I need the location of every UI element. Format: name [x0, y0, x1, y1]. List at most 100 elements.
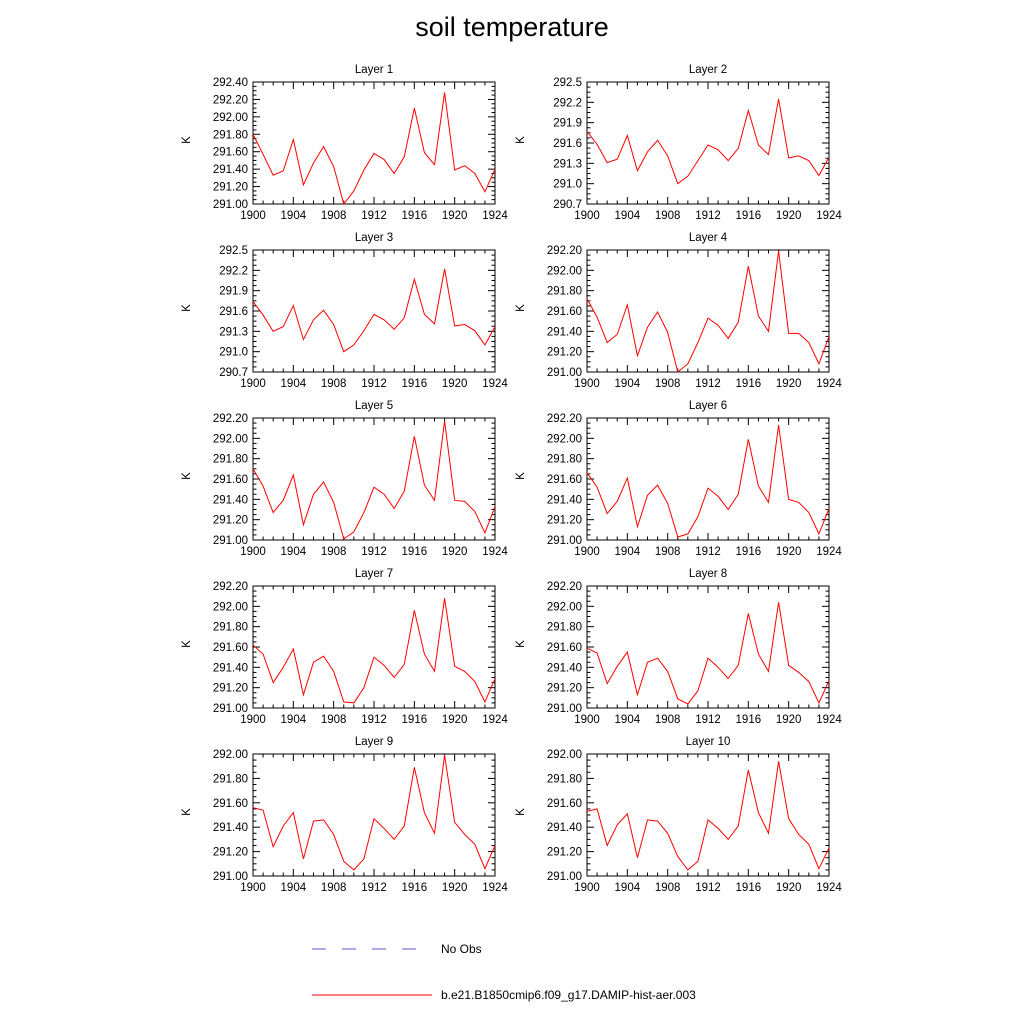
- y-tick-label: 291.20: [547, 515, 582, 527]
- plot-frame: [586, 417, 830, 541]
- panel-title: Layer 1: [355, 64, 393, 76]
- y-tick-label: 291.40: [213, 662, 248, 674]
- x-tick-label: 1920: [776, 210, 802, 222]
- x-tick-label: 1904: [615, 714, 641, 726]
- y-tick-label: 292.20: [213, 94, 248, 106]
- y-tick-label: 291.20: [547, 347, 582, 359]
- x-tick-label: 1916: [736, 546, 762, 558]
- y-tick-label: 291.80: [547, 454, 582, 466]
- x-tick-label: 1920: [442, 378, 468, 390]
- y-tick-label: 291.60: [213, 147, 248, 159]
- y-tick-label: 290.7: [553, 199, 582, 211]
- x-tick-label: 1908: [655, 546, 681, 558]
- y-tick-label: 292.00: [213, 112, 248, 124]
- figure-title: soil temperature: [415, 12, 609, 42]
- y-tick-label: 292.2: [219, 265, 248, 277]
- plot-frame: [252, 249, 496, 373]
- y-tick-label: 291.3: [553, 158, 582, 170]
- panel-title: Layer 7: [355, 568, 393, 580]
- panel-title: Layer 3: [355, 232, 393, 244]
- y-axis-label: K: [515, 640, 527, 648]
- x-tick-label: 1916: [736, 378, 762, 390]
- x-tick-label: 1916: [736, 210, 762, 222]
- y-tick-label: 291.20: [213, 683, 248, 695]
- x-tick-label: 1924: [816, 546, 842, 558]
- y-tick-label: 292.5: [553, 77, 582, 89]
- y-tick-label: 291.80: [213, 454, 248, 466]
- x-tick-label: 1900: [240, 714, 266, 726]
- y-tick-label: 292.20: [547, 413, 582, 425]
- y-tick-label: 291.80: [547, 773, 582, 785]
- x-tick-label: 1908: [655, 882, 681, 894]
- x-tick-label: 1924: [816, 714, 842, 726]
- y-tick-label: 291.00: [213, 871, 248, 883]
- x-tick-label: 1908: [321, 378, 347, 390]
- x-tick-label: 1912: [695, 714, 721, 726]
- x-tick-label: 1900: [574, 546, 600, 558]
- plot-frame: [586, 81, 830, 205]
- x-tick-label: 1908: [321, 882, 347, 894]
- y-tick-label: 292.20: [213, 413, 248, 425]
- plot-frame: [252, 753, 496, 877]
- y-tick-label: 292.00: [547, 433, 582, 445]
- x-tick-label: 1920: [776, 714, 802, 726]
- y-tick-label: 291.60: [547, 474, 582, 486]
- x-tick-label: 1912: [695, 378, 721, 390]
- x-tick-label: 1908: [655, 210, 681, 222]
- x-tick-label: 1908: [655, 714, 681, 726]
- x-tick-label: 1900: [574, 378, 600, 390]
- x-tick-label: 1920: [442, 714, 468, 726]
- y-tick-label: 291.3: [219, 326, 248, 338]
- x-tick-label: 1900: [574, 210, 600, 222]
- x-tick-label: 1924: [816, 378, 842, 390]
- y-axis-label: K: [515, 808, 527, 816]
- x-tick-label: 1920: [776, 378, 802, 390]
- y-axis-label: K: [181, 304, 193, 312]
- x-tick-label: 1924: [482, 378, 508, 390]
- x-tick-label: 1908: [321, 546, 347, 558]
- x-tick-label: 1920: [776, 546, 802, 558]
- y-tick-label: 291.00: [213, 199, 248, 211]
- x-tick-label: 1904: [615, 210, 641, 222]
- y-tick-label: 292.40: [213, 77, 248, 89]
- y-tick-label: 291.40: [547, 494, 582, 506]
- y-tick-label: 292.20: [547, 581, 582, 593]
- x-tick-label: 1904: [281, 210, 307, 222]
- panel-title: Layer 6: [689, 400, 727, 412]
- x-tick-label: 1920: [442, 882, 468, 894]
- y-tick-label: 291.20: [213, 847, 248, 859]
- x-tick-label: 1916: [402, 210, 428, 222]
- series-line: [252, 598, 496, 704]
- y-tick-label: 292.00: [547, 601, 582, 613]
- y-axis-label: K: [181, 640, 193, 648]
- x-tick-label: 1900: [240, 210, 266, 222]
- x-tick-label: 1912: [361, 714, 387, 726]
- x-tick-label: 1900: [574, 714, 600, 726]
- y-axis-label: K: [515, 304, 527, 312]
- plot-frame: [586, 753, 830, 877]
- y-tick-label: 292.2: [553, 97, 582, 109]
- x-tick-label: 1904: [615, 882, 641, 894]
- y-tick-label: 291.20: [213, 515, 248, 527]
- y-tick-label: 291.80: [547, 622, 582, 634]
- y-tick-label: 292.00: [213, 601, 248, 613]
- x-tick-label: 1908: [655, 378, 681, 390]
- y-tick-label: 291.00: [213, 703, 248, 715]
- series-line: [586, 602, 830, 705]
- x-tick-label: 1908: [321, 210, 347, 222]
- x-tick-label: 1900: [240, 378, 266, 390]
- x-tick-label: 1904: [281, 378, 307, 390]
- plot-frame: [252, 585, 496, 709]
- x-tick-label: 1924: [816, 210, 842, 222]
- x-tick-label: 1912: [361, 546, 387, 558]
- y-tick-label: 291.60: [213, 798, 248, 810]
- y-tick-label: 291.80: [547, 286, 582, 298]
- y-tick-label: 292.00: [213, 433, 248, 445]
- y-tick-label: 291.20: [547, 683, 582, 695]
- y-tick-label: 291.6: [553, 138, 582, 150]
